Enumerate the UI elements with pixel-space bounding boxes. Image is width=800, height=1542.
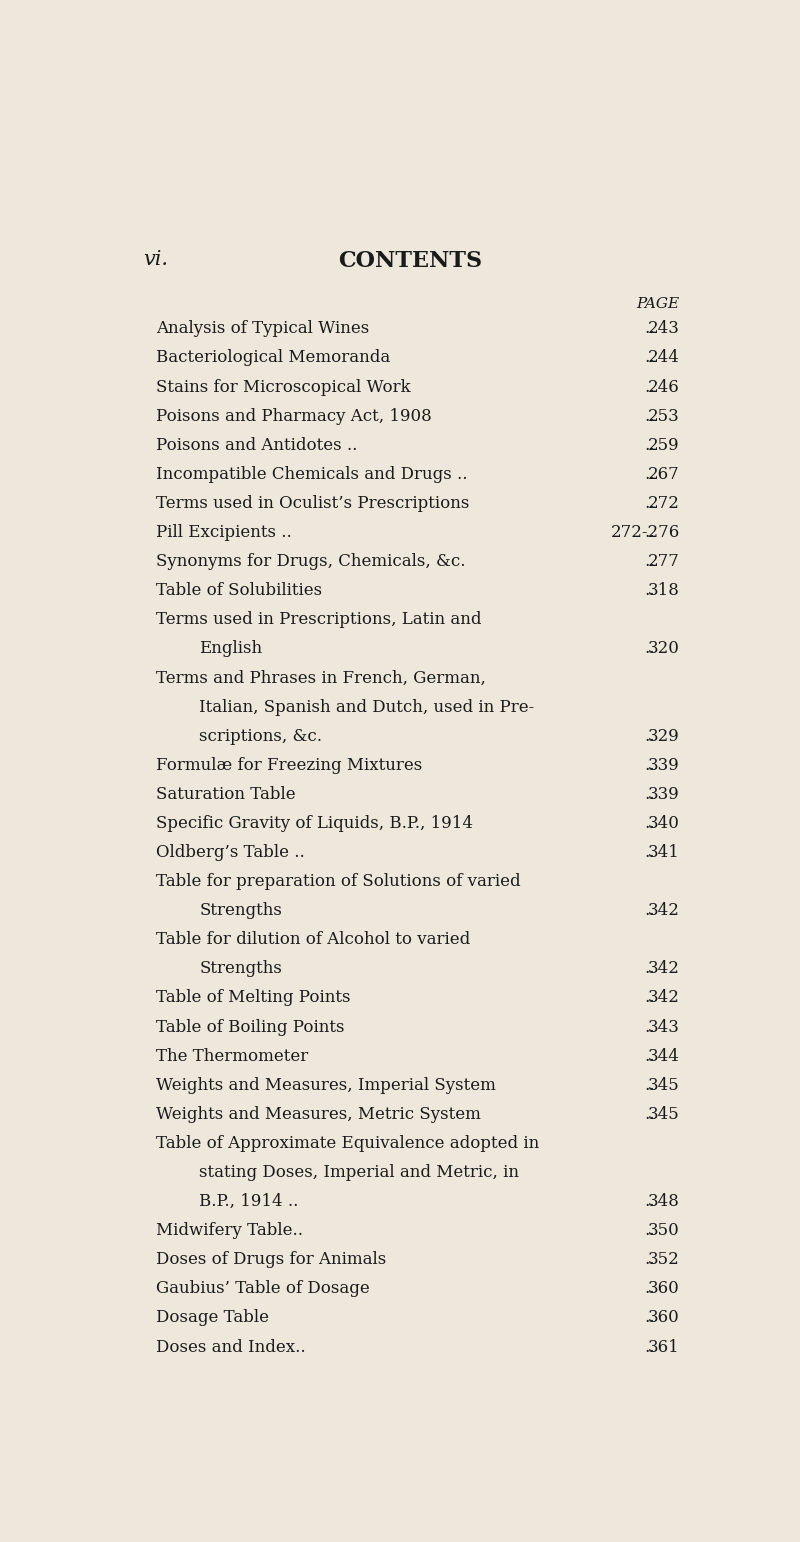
Text: ..: .. bbox=[645, 554, 655, 571]
Text: ..: .. bbox=[645, 902, 655, 919]
Text: ..: .. bbox=[645, 814, 655, 833]
Text: 344: 344 bbox=[648, 1047, 680, 1064]
Text: B.P., 1914 ..: B.P., 1914 .. bbox=[199, 1194, 298, 1210]
Text: 360: 360 bbox=[648, 1280, 680, 1297]
Text: ..: .. bbox=[645, 524, 655, 541]
Text: 360: 360 bbox=[648, 1309, 680, 1326]
Text: Incompatible Chemicals and Drugs ..: Incompatible Chemicals and Drugs .. bbox=[156, 466, 467, 483]
Text: ..: .. bbox=[645, 1280, 655, 1297]
Text: CONTENTS: CONTENTS bbox=[338, 250, 482, 273]
Text: 272-276: 272-276 bbox=[610, 524, 680, 541]
Text: 318: 318 bbox=[648, 583, 680, 600]
Text: 352: 352 bbox=[648, 1251, 680, 1268]
Text: ..: .. bbox=[645, 321, 655, 338]
Text: Pill Excipients ..: Pill Excipients .. bbox=[156, 524, 291, 541]
Text: 259: 259 bbox=[648, 436, 680, 453]
Text: Terms used in Prescriptions, Latin and: Terms used in Prescriptions, Latin and bbox=[156, 611, 482, 628]
Text: Specific Gravity of Liquids, B.P., 1914: Specific Gravity of Liquids, B.P., 1914 bbox=[156, 814, 473, 833]
Text: Table of Boiling Points: Table of Boiling Points bbox=[156, 1019, 344, 1036]
Text: Weights and Measures, Metric System: Weights and Measures, Metric System bbox=[156, 1106, 481, 1123]
Text: ..: .. bbox=[645, 407, 655, 424]
Text: scriptions, &c.: scriptions, &c. bbox=[199, 728, 322, 745]
Text: ..: .. bbox=[645, 1194, 655, 1210]
Text: Bacteriological Memoranda: Bacteriological Memoranda bbox=[156, 350, 390, 367]
Text: Midwifery Table..: Midwifery Table.. bbox=[156, 1223, 302, 1240]
Text: Table for dilution of Alcohol to varied: Table for dilution of Alcohol to varied bbox=[156, 931, 470, 948]
Text: Gaubius’ Table of Dosage: Gaubius’ Table of Dosage bbox=[156, 1280, 370, 1297]
Text: ..: .. bbox=[645, 1047, 655, 1064]
Text: The Thermometer: The Thermometer bbox=[156, 1047, 308, 1064]
Text: 361: 361 bbox=[648, 1338, 680, 1355]
Text: 339: 339 bbox=[648, 757, 680, 774]
Text: 246: 246 bbox=[648, 379, 680, 396]
Text: Saturation Table: Saturation Table bbox=[156, 786, 295, 803]
Text: 345: 345 bbox=[648, 1106, 680, 1123]
Text: 342: 342 bbox=[648, 902, 680, 919]
Text: Analysis of Typical Wines: Analysis of Typical Wines bbox=[156, 321, 369, 338]
Text: ..: .. bbox=[645, 757, 655, 774]
Text: 339: 339 bbox=[648, 786, 680, 803]
Text: Weights and Measures, Imperial System: Weights and Measures, Imperial System bbox=[156, 1076, 496, 1093]
Text: Oldberg’s Table ..: Oldberg’s Table .. bbox=[156, 843, 305, 860]
Text: 267: 267 bbox=[648, 466, 680, 483]
Text: 329: 329 bbox=[648, 728, 680, 745]
Text: vi.: vi. bbox=[143, 250, 169, 270]
Text: Synonyms for Drugs, Chemicals, &c.: Synonyms for Drugs, Chemicals, &c. bbox=[156, 554, 466, 571]
Text: ..: .. bbox=[645, 1251, 655, 1268]
Text: ..: .. bbox=[645, 1076, 655, 1093]
Text: Strengths: Strengths bbox=[199, 961, 282, 978]
Text: ..: .. bbox=[645, 466, 655, 483]
Text: 277: 277 bbox=[648, 554, 680, 571]
Text: Stains for Microscopical Work: Stains for Microscopical Work bbox=[156, 379, 410, 396]
Text: Doses of Drugs for Animals: Doses of Drugs for Animals bbox=[156, 1251, 386, 1268]
Text: ..: .. bbox=[645, 1223, 655, 1240]
Text: Poisons and Pharmacy Act, 1908: Poisons and Pharmacy Act, 1908 bbox=[156, 407, 431, 424]
Text: Doses and Index..: Doses and Index.. bbox=[156, 1338, 306, 1355]
Text: 342: 342 bbox=[648, 990, 680, 1007]
Text: 244: 244 bbox=[648, 350, 680, 367]
Text: 340: 340 bbox=[648, 814, 680, 833]
Text: Table of Approximate Equivalence adopted in: Table of Approximate Equivalence adopted… bbox=[156, 1135, 539, 1152]
Text: Table of Melting Points: Table of Melting Points bbox=[156, 990, 350, 1007]
Text: 341: 341 bbox=[648, 843, 680, 860]
Text: ..: .. bbox=[645, 583, 655, 600]
Text: 350: 350 bbox=[648, 1223, 680, 1240]
Text: Formulæ for Freezing Mixtures: Formulæ for Freezing Mixtures bbox=[156, 757, 422, 774]
Text: Terms and Phrases in French, German,: Terms and Phrases in French, German, bbox=[156, 669, 486, 686]
Text: Table for preparation of Solutions of varied: Table for preparation of Solutions of va… bbox=[156, 873, 521, 890]
Text: ..: .. bbox=[645, 786, 655, 803]
Text: Terms used in Oculist’s Prescriptions: Terms used in Oculist’s Prescriptions bbox=[156, 495, 469, 512]
Text: 243: 243 bbox=[648, 321, 680, 338]
Text: ..: .. bbox=[645, 990, 655, 1007]
Text: ..: .. bbox=[645, 350, 655, 367]
Text: 343: 343 bbox=[648, 1019, 680, 1036]
Text: Strengths: Strengths bbox=[199, 902, 282, 919]
Text: ..: .. bbox=[645, 843, 655, 860]
Text: Table of Solubilities: Table of Solubilities bbox=[156, 583, 322, 600]
Text: ..: .. bbox=[645, 379, 655, 396]
Text: 272: 272 bbox=[648, 495, 680, 512]
Text: ..: .. bbox=[645, 1019, 655, 1036]
Text: ..: .. bbox=[645, 961, 655, 978]
Text: 342: 342 bbox=[648, 961, 680, 978]
Text: ..: .. bbox=[645, 640, 655, 657]
Text: ..: .. bbox=[645, 1106, 655, 1123]
Text: Italian, Spanish and Dutch, used in Pre-: Italian, Spanish and Dutch, used in Pre- bbox=[199, 699, 534, 715]
Text: 345: 345 bbox=[648, 1076, 680, 1093]
Text: Poisons and Antidotes ..: Poisons and Antidotes .. bbox=[156, 436, 357, 453]
Text: ..: .. bbox=[645, 1338, 655, 1355]
Text: Dosage Table: Dosage Table bbox=[156, 1309, 269, 1326]
Text: ..: .. bbox=[645, 728, 655, 745]
Text: stating Doses, Imperial and Metric, in: stating Doses, Imperial and Metric, in bbox=[199, 1164, 519, 1181]
Text: PAGE: PAGE bbox=[637, 296, 680, 310]
Text: 320: 320 bbox=[648, 640, 680, 657]
Text: ..: .. bbox=[645, 1309, 655, 1326]
Text: 253: 253 bbox=[648, 407, 680, 424]
Text: ..: .. bbox=[645, 436, 655, 453]
Text: 348: 348 bbox=[648, 1194, 680, 1210]
Text: ..: .. bbox=[645, 495, 655, 512]
Text: English: English bbox=[199, 640, 262, 657]
